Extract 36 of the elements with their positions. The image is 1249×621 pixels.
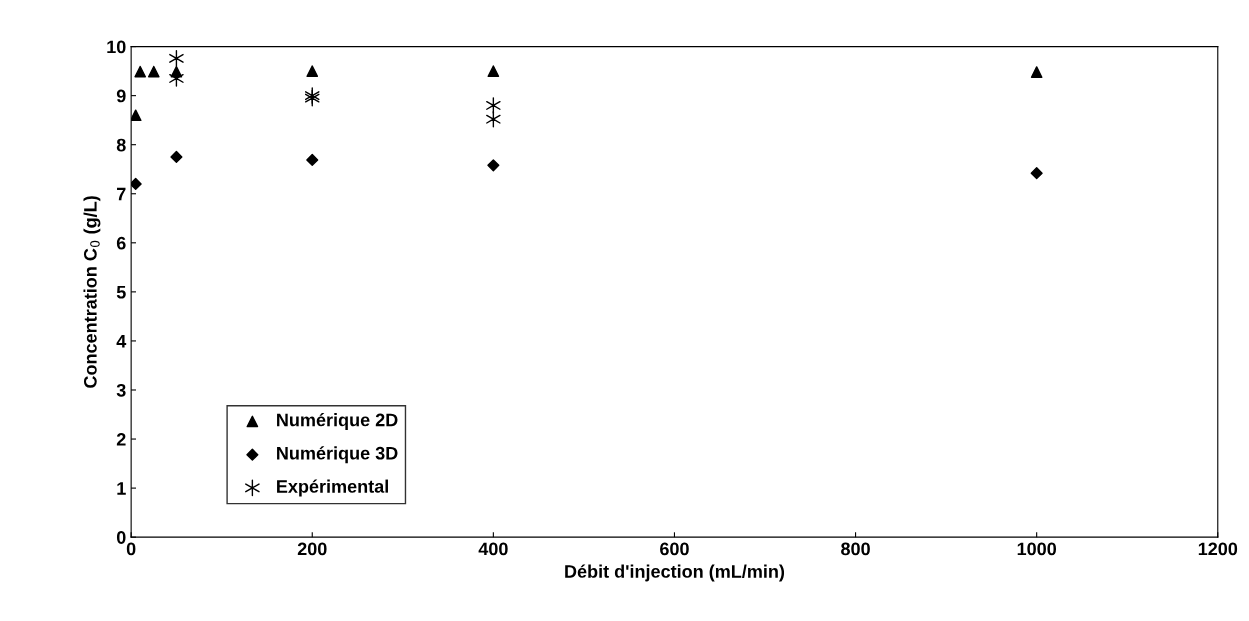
point — [170, 150, 183, 164]
y-tick-label: 9 — [116, 89, 126, 103]
point — [487, 65, 500, 77]
y-tick-label: 10 — [107, 40, 126, 54]
x-tick-label: 1200 — [1198, 542, 1238, 556]
x-axis-title: Débit d'injection (mL/min) — [565, 564, 785, 582]
point — [1030, 66, 1043, 78]
x-tick-label: 0 — [126, 542, 136, 556]
legend-label: Expérimental — [277, 479, 388, 497]
x-tick-label: 800 — [841, 542, 870, 556]
y-tick-label: 5 — [116, 285, 126, 299]
point — [487, 159, 500, 172]
point — [134, 65, 147, 78]
y-tick-label: 3 — [116, 383, 126, 397]
point — [169, 50, 184, 67]
x-tick-label: 1000 — [1017, 542, 1057, 556]
point — [131, 109, 142, 122]
x-tick-label: 200 — [297, 542, 327, 556]
y-tick-label: 0 — [116, 531, 126, 544]
point — [147, 65, 160, 78]
point — [306, 153, 319, 166]
point — [1030, 167, 1043, 180]
y-tick-label: 7 — [117, 187, 126, 201]
y-tick-label: 6 — [116, 236, 126, 250]
y-axis-title: Concentration C$_{0}$ (g/L) — [83, 196, 101, 388]
y-tick-label: 2 — [116, 432, 126, 446]
x-tick-label: 600 — [660, 542, 689, 556]
y-tick-label: 4 — [116, 335, 127, 348]
point — [486, 110, 501, 128]
legend-label: Numérique 2D — [277, 412, 398, 430]
y-tick-label: 8 — [116, 138, 126, 152]
point — [306, 65, 319, 77]
legend-label: Numérique 3D — [277, 446, 398, 464]
point — [131, 177, 142, 191]
y-tick-label: 1 — [117, 482, 126, 495]
x-tick-label: 400 — [478, 542, 508, 556]
